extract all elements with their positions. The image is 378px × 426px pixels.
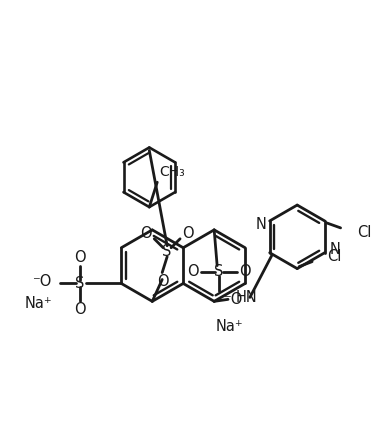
Text: S: S xyxy=(75,276,84,291)
Text: O: O xyxy=(182,226,194,242)
Text: O: O xyxy=(141,226,152,242)
Text: S: S xyxy=(163,244,172,259)
Text: O: O xyxy=(74,250,85,265)
Text: Cl: Cl xyxy=(358,225,372,240)
Text: ⁻O: ⁻O xyxy=(33,274,52,289)
Text: N: N xyxy=(256,217,267,233)
Text: ⁻O: ⁻O xyxy=(223,292,242,307)
Text: N: N xyxy=(330,242,341,257)
Text: Cl: Cl xyxy=(327,249,341,264)
Text: O: O xyxy=(239,264,251,279)
Text: O: O xyxy=(157,274,169,289)
Text: HN: HN xyxy=(236,290,258,305)
Text: S: S xyxy=(214,264,224,279)
Text: O: O xyxy=(187,264,199,279)
Text: Na⁺: Na⁺ xyxy=(24,296,52,311)
Text: Na⁺: Na⁺ xyxy=(215,319,243,334)
Text: O: O xyxy=(74,302,85,317)
Text: CH₃: CH₃ xyxy=(159,165,185,179)
